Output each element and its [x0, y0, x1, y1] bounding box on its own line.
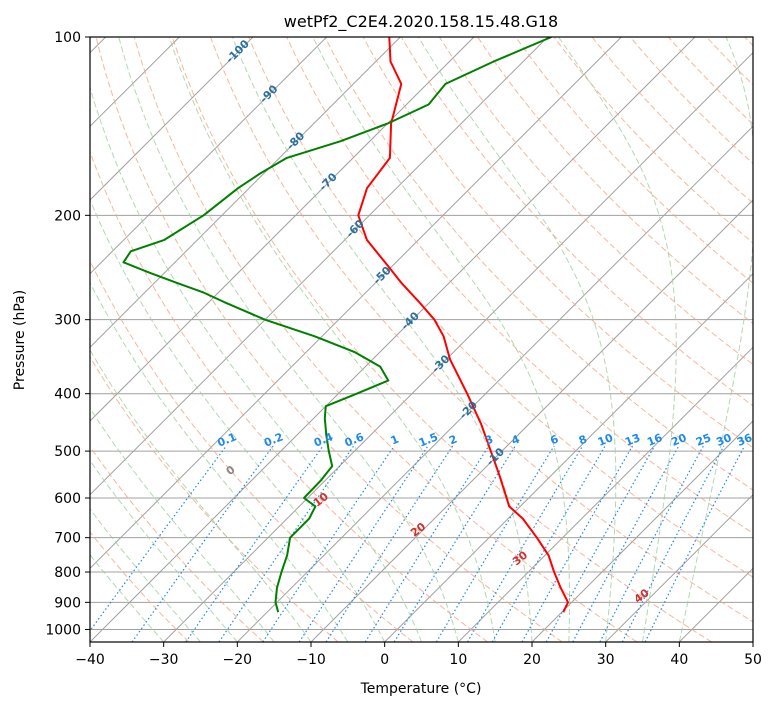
x-tick-label: 20 — [523, 652, 541, 668]
x-tick-label: −20 — [223, 652, 253, 668]
x-axis-label: Temperature (°C) — [360, 681, 482, 697]
x-tick-label: 50 — [744, 652, 762, 668]
y-tick-label: 600 — [54, 491, 81, 507]
y-tick-label: 400 — [54, 387, 81, 403]
y-tick-label: 200 — [54, 208, 81, 224]
y-tick-label: 800 — [54, 565, 81, 581]
y-tick-label: 900 — [54, 595, 81, 611]
y-axis-label: Pressure (hPa) — [12, 290, 28, 390]
chart-title: wetPf2_C2E4.2020.158.15.48.G18 — [284, 12, 558, 32]
x-tick-label: −10 — [296, 652, 326, 668]
y-tick-label: 300 — [54, 313, 81, 329]
y-tick-label: 500 — [54, 444, 81, 460]
x-tick-label: −30 — [149, 652, 179, 668]
y-tick-label: 100 — [54, 30, 81, 46]
x-tick-label: −40 — [75, 652, 105, 668]
y-tick-label: 1000 — [45, 622, 81, 638]
plot-background — [90, 37, 753, 642]
x-tick-label: 10 — [449, 652, 467, 668]
x-tick-label: 0 — [380, 652, 389, 668]
x-tick-label: 30 — [597, 652, 615, 668]
y-tick-label: 700 — [54, 531, 81, 547]
x-tick-label: 40 — [670, 652, 688, 668]
